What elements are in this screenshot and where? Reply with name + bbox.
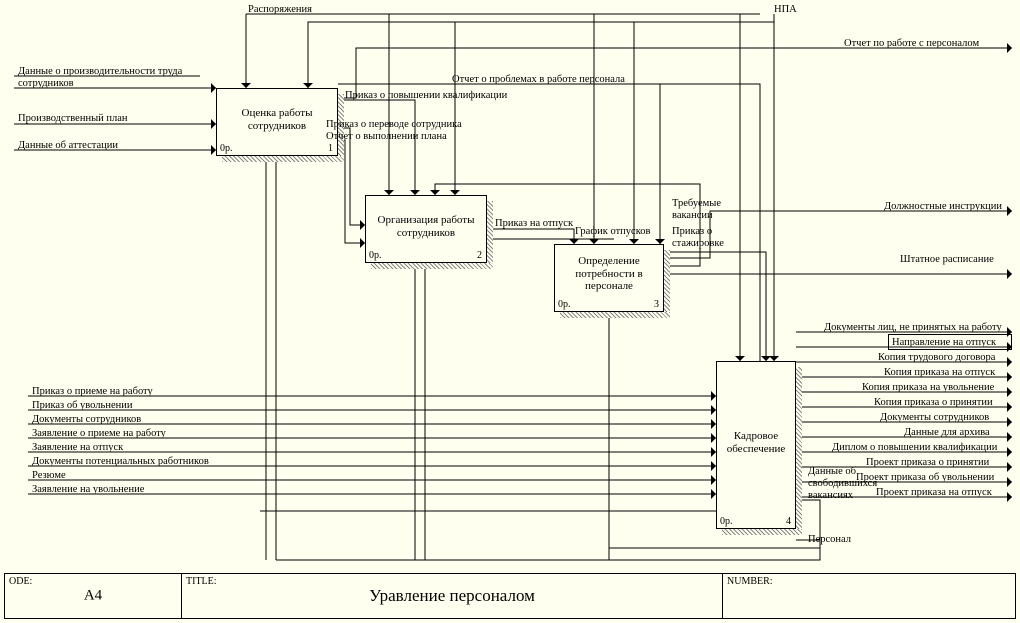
right-label-2: Штатное расписание: [900, 254, 994, 265]
left-label-8: Заявление на отпуск: [32, 442, 123, 453]
mid-label-6: Требуемые: [672, 198, 721, 209]
left-label-5: Приказ об увольнении: [32, 400, 132, 411]
right-label-18: Персонал: [808, 534, 851, 545]
right-label-9: Документы сотрудников: [880, 412, 989, 423]
activity-id-right: 4: [786, 516, 791, 528]
right-label-14: Проект приказа на отпуск: [876, 487, 992, 498]
right-label-1: Должностные инструкции: [884, 201, 1002, 212]
right-label-0: Отчет по работе с персоналом: [844, 38, 979, 49]
right-label-7: Копия приказа на увольнение: [862, 382, 994, 393]
right-label-8: Копия приказа о принятии: [874, 397, 993, 408]
left-label-10: Резюме: [32, 470, 66, 481]
activity-title: Оценка работы сотрудников: [217, 107, 337, 132]
right-label-5: Копия трудового договора: [878, 352, 995, 363]
right-label-10: Данные для архива: [904, 427, 990, 438]
mid-label-8: Приказ о: [672, 226, 712, 237]
right-label-17: вакансиях: [808, 490, 853, 501]
footer-title-cell: TITLE: Уравление персоналом: [182, 574, 723, 618]
mid-label-2: Приказ о переводе сотрудника: [326, 119, 462, 130]
right-label-3: Документы лиц, не принятых на работу: [824, 322, 1002, 333]
activity-id-right: 2: [477, 250, 482, 262]
left-label-1: сотрудников: [18, 78, 74, 89]
mid-label-9: стажировке: [672, 238, 724, 249]
left-label-11: Заявление на увольнение: [32, 484, 144, 495]
activity-title: Кадровое обеспечение: [717, 430, 795, 455]
footer-number-cell: NUMBER:: [723, 574, 1015, 618]
footer-title-label: TITLE:: [186, 576, 217, 587]
right-label-4: Направление на отпуск: [892, 337, 996, 348]
footer-number-label: NUMBER:: [727, 576, 773, 587]
left-label-2: Производственный план: [18, 113, 128, 124]
left-label-9: Документы потенциальных работников: [32, 456, 209, 467]
right-label-16: свободившихся: [808, 478, 877, 489]
activity-box-n4: Кадровое обеспечение 0р. 4: [716, 361, 796, 529]
mid-label-4: Приказ на отпуск: [495, 218, 573, 229]
activity-id-left: 0р.: [558, 299, 571, 311]
activity-title: Определение потребности в персонале: [555, 255, 663, 293]
activity-id-right: 1: [328, 143, 333, 155]
right-label-15: Данные об: [808, 466, 856, 477]
left-label-3: Данные об аттестации: [18, 140, 118, 151]
top-label-0: Распоряжения: [248, 4, 312, 15]
footer-ode-label: ODE:: [9, 576, 32, 587]
right-label-11: Диплом о повышении квалификации: [832, 442, 997, 453]
right-label-6: Копия приказа на отпуск: [884, 367, 995, 378]
activity-id-left: 0р.: [220, 143, 233, 155]
left-label-7: Заявление о приеме на работу: [32, 428, 166, 439]
mid-label-0: Отчет о проблемах в работе персонала: [452, 74, 625, 85]
diagram-lines: [0, 0, 1020, 623]
mid-label-7: вакансии: [672, 210, 713, 221]
activity-box-n3: Определение потребности в персонале 0р. 3: [554, 244, 664, 312]
left-label-4: Приказ о приеме на работу: [32, 386, 153, 397]
left-label-6: Документы сотрудников: [32, 414, 141, 425]
activity-title: Организация работы сотрудников: [366, 214, 486, 239]
activity-id-left: 0р.: [369, 250, 382, 262]
activity-id-left: 0р.: [720, 516, 733, 528]
mid-label-5: График отпусков: [575, 226, 650, 237]
top-label-1: НПА: [774, 4, 797, 15]
mid-label-3: Отчет о выполнении плана: [326, 131, 447, 142]
activity-box-n1: Оценка работы сотрудников 0р. 1: [216, 88, 338, 156]
mid-label-1: Приказ о повышении квалификации: [345, 90, 507, 101]
right-label-12: Проект приказа о принятии: [866, 457, 989, 468]
footer-title-value: Уравление персоналом: [369, 586, 535, 606]
title-block: ODE: A4 TITLE: Уравление персоналом NUMB…: [4, 573, 1016, 619]
left-label-0: Данные о производительности труда: [18, 66, 182, 77]
footer-ode-value: A4: [84, 588, 102, 605]
activity-box-n2: Организация работы сотрудников 0р. 2: [365, 195, 487, 263]
footer-ode-cell: ODE: A4: [5, 574, 182, 618]
activity-id-right: 3: [654, 299, 659, 311]
